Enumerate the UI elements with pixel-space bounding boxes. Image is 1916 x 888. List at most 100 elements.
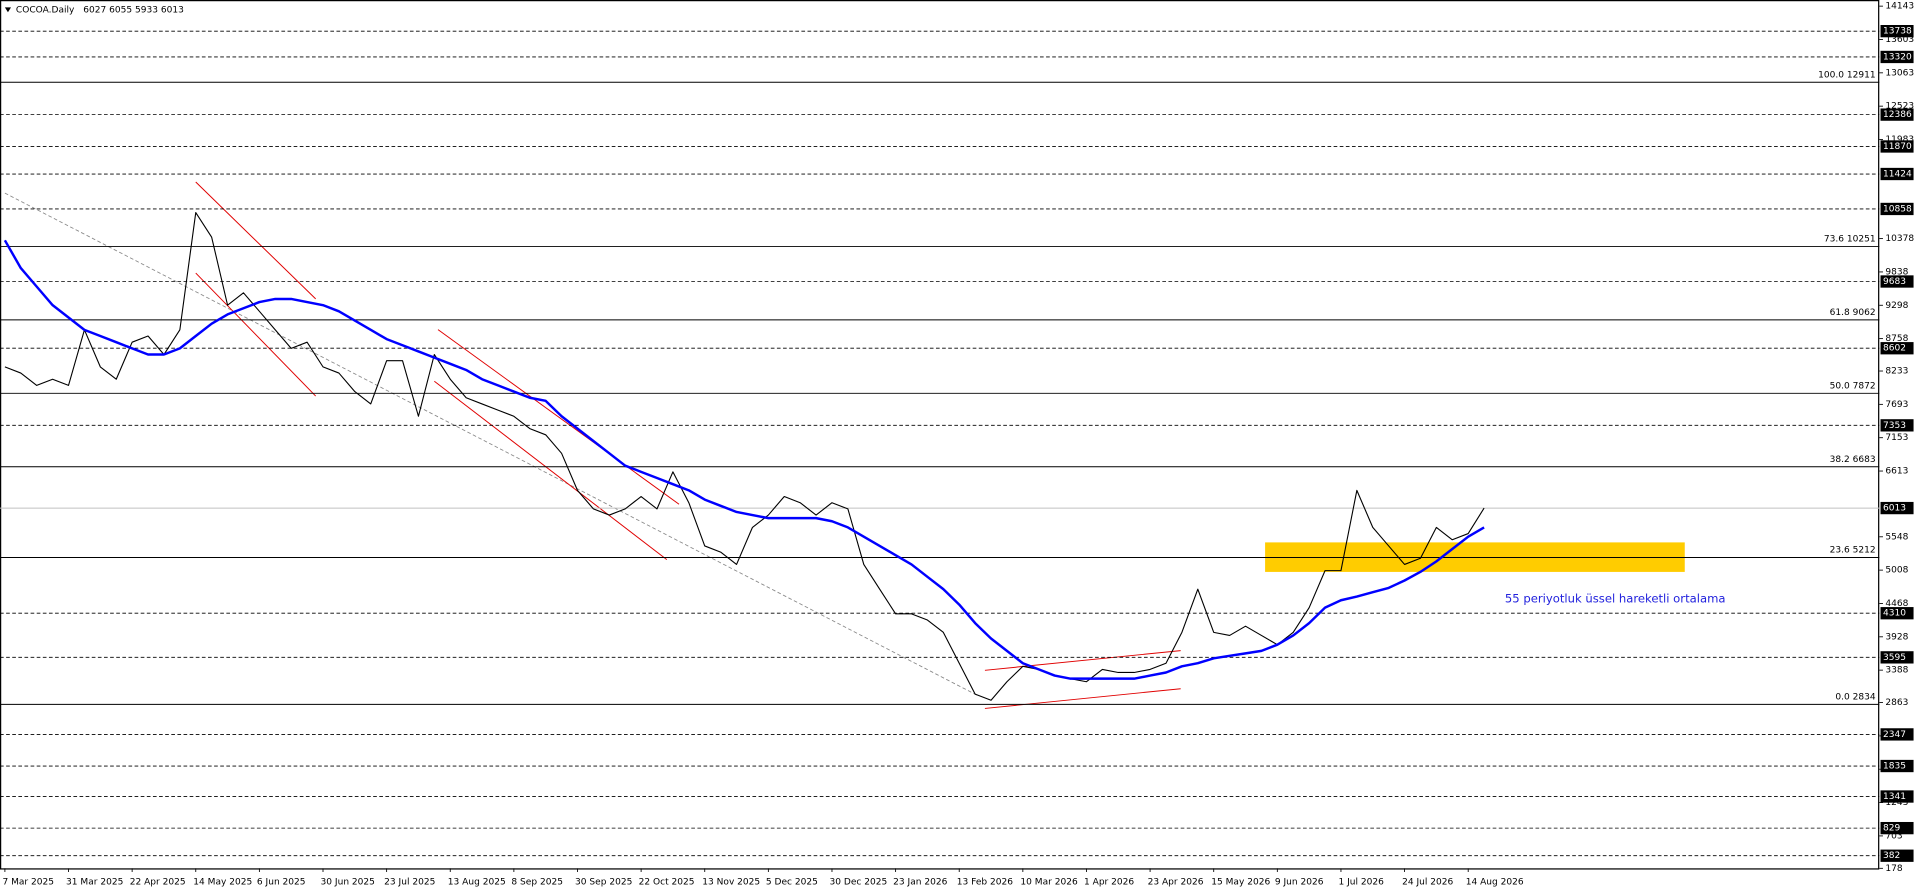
y-tick-label: 3928 bbox=[1885, 632, 1908, 642]
channel-line bbox=[195, 272, 317, 397]
y-tick-label: 2863 bbox=[1885, 698, 1908, 708]
level-box bbox=[1880, 419, 1914, 432]
level-box bbox=[1880, 202, 1914, 216]
fib-label: 61.8 9062 bbox=[1830, 308, 1876, 318]
channel bbox=[195, 181, 1181, 709]
x-tick-label: 9 Jun 2026 bbox=[1275, 877, 1324, 887]
x-tick-label: 1 Jul 2026 bbox=[1339, 877, 1385, 887]
x-tick-label: 8 Sep 2025 bbox=[511, 877, 563, 887]
ema-annotation: 55 periyotluk üssel hareketli ortalama bbox=[1505, 591, 1726, 605]
fib-label: 50.0 7872 bbox=[1830, 381, 1876, 391]
fib-label: 0.0 2834 bbox=[1835, 692, 1875, 702]
level-label: 1835 bbox=[1883, 762, 1906, 772]
level-label: 382 bbox=[1883, 851, 1900, 861]
y-tick-label: 12523 bbox=[1885, 102, 1914, 112]
level-box bbox=[1880, 108, 1914, 121]
y-tick-label: 6613 bbox=[1885, 467, 1908, 477]
y-tick-label: 3388 bbox=[1885, 666, 1908, 676]
y-tick-label: 9838 bbox=[1885, 267, 1908, 277]
y-tick-label: 8758 bbox=[1885, 334, 1908, 344]
x-tick-label: 1 Apr 2026 bbox=[1084, 877, 1134, 887]
y-tick-label: 11983 bbox=[1885, 135, 1914, 145]
x-tick-label: 13 Feb 2026 bbox=[957, 877, 1013, 887]
level-label: 10858 bbox=[1883, 204, 1912, 214]
x-tick-label: 5 Dec 2025 bbox=[766, 877, 818, 887]
trend-line bbox=[4, 192, 979, 697]
x-tick-label: 13 Aug 2025 bbox=[448, 877, 506, 887]
level-box bbox=[1880, 849, 1914, 862]
x-tick-label: 10 Mar 2026 bbox=[1020, 877, 1078, 887]
level-box bbox=[1880, 50, 1914, 64]
channel-line bbox=[984, 650, 1181, 671]
x-tick-label: 15 May 2026 bbox=[1211, 877, 1270, 887]
x-tick-label: 14 May 2025 bbox=[193, 877, 252, 887]
level-label: 13320 bbox=[1883, 52, 1912, 62]
level-label: 7353 bbox=[1883, 421, 1906, 431]
level-label: 11424 bbox=[1883, 170, 1912, 180]
chart-title: COCOA.Daily bbox=[16, 5, 75, 15]
x-tick-label: 30 Dec 2025 bbox=[830, 877, 888, 887]
level-label: 4310 bbox=[1883, 609, 1906, 619]
level-label: 13738 bbox=[1883, 27, 1912, 37]
x-tick-label: 14 Aug 2026 bbox=[1466, 877, 1524, 887]
level-box bbox=[1880, 607, 1914, 620]
fib-label: 73.6 10251 bbox=[1824, 235, 1876, 245]
price-line bbox=[4, 211, 1485, 701]
y-tick-label: 7153 bbox=[1885, 433, 1908, 443]
channel-line bbox=[984, 688, 1181, 709]
y-tick-label: 1243 bbox=[1885, 798, 1908, 808]
x-tick-label: 31 Mar 2025 bbox=[66, 877, 123, 887]
y-tick-label: 703 bbox=[1885, 831, 1902, 841]
level-box bbox=[1880, 728, 1914, 741]
level-box bbox=[1880, 25, 1914, 38]
y-tick-label: 13063 bbox=[1885, 68, 1914, 78]
x-tick-label: 13 Nov 2025 bbox=[702, 877, 760, 887]
y-tick-label: 178 bbox=[1885, 864, 1902, 874]
y-tick-label: 8233 bbox=[1885, 367, 1908, 377]
channel-line bbox=[437, 329, 680, 505]
level-label: 3595 bbox=[1883, 653, 1906, 663]
level-box bbox=[1880, 275, 1914, 288]
level-label: 1341 bbox=[1883, 792, 1906, 802]
y-tick-label: 5548 bbox=[1885, 532, 1908, 542]
fib-label: 38.2 6683 bbox=[1830, 455, 1876, 465]
level-box bbox=[1880, 790, 1914, 803]
channel-line bbox=[195, 181, 317, 300]
level-box bbox=[1880, 821, 1914, 835]
x-tick-label: 24 Jul 2026 bbox=[1402, 877, 1453, 887]
ema-line bbox=[3, 239, 1485, 680]
level-box bbox=[1880, 167, 1914, 181]
y-tick-label: 5008 bbox=[1885, 566, 1908, 576]
y-tick-label: 7693 bbox=[1885, 400, 1908, 410]
level-box bbox=[1880, 651, 1914, 664]
x-tick-label: 22 Oct 2025 bbox=[639, 877, 695, 887]
level-label: 11870 bbox=[1883, 142, 1912, 152]
x-tick-label: 30 Sep 2025 bbox=[575, 877, 632, 887]
level-box bbox=[1880, 140, 1914, 153]
current-price-label: 6013 bbox=[1883, 504, 1906, 514]
y-tick-label: 13603 bbox=[1885, 35, 1914, 45]
x-tick-label: 30 Jun 2025 bbox=[321, 877, 375, 887]
y-tick-label: 10378 bbox=[1885, 234, 1914, 244]
y-tick-label: 4468 bbox=[1885, 599, 1908, 609]
level-label: 829 bbox=[1883, 824, 1900, 834]
fib-label: 100.0 12911 bbox=[1818, 70, 1876, 80]
x-tick-label: 23 Jul 2025 bbox=[384, 877, 435, 887]
menu-arrow[interactable] bbox=[4, 7, 12, 13]
x-tick-label: 7 Mar 2025 bbox=[2, 877, 54, 887]
level-label: 9683 bbox=[1883, 277, 1906, 287]
level-label: 12386 bbox=[1883, 110, 1912, 120]
fib-label: 23.6 5212 bbox=[1830, 546, 1876, 556]
channel-line bbox=[434, 380, 668, 561]
x-tick-label: 23 Jan 2026 bbox=[893, 877, 947, 887]
level-label: 8602 bbox=[1883, 344, 1906, 354]
level-label: 2347 bbox=[1883, 730, 1906, 740]
x-tick-label: 23 Apr 2026 bbox=[1148, 877, 1204, 887]
current-price-box bbox=[1880, 501, 1914, 515]
x-tick-label: 22 Apr 2025 bbox=[130, 877, 186, 887]
x-tick-label: 6 Jun 2025 bbox=[257, 877, 306, 887]
level-box bbox=[1880, 759, 1914, 773]
